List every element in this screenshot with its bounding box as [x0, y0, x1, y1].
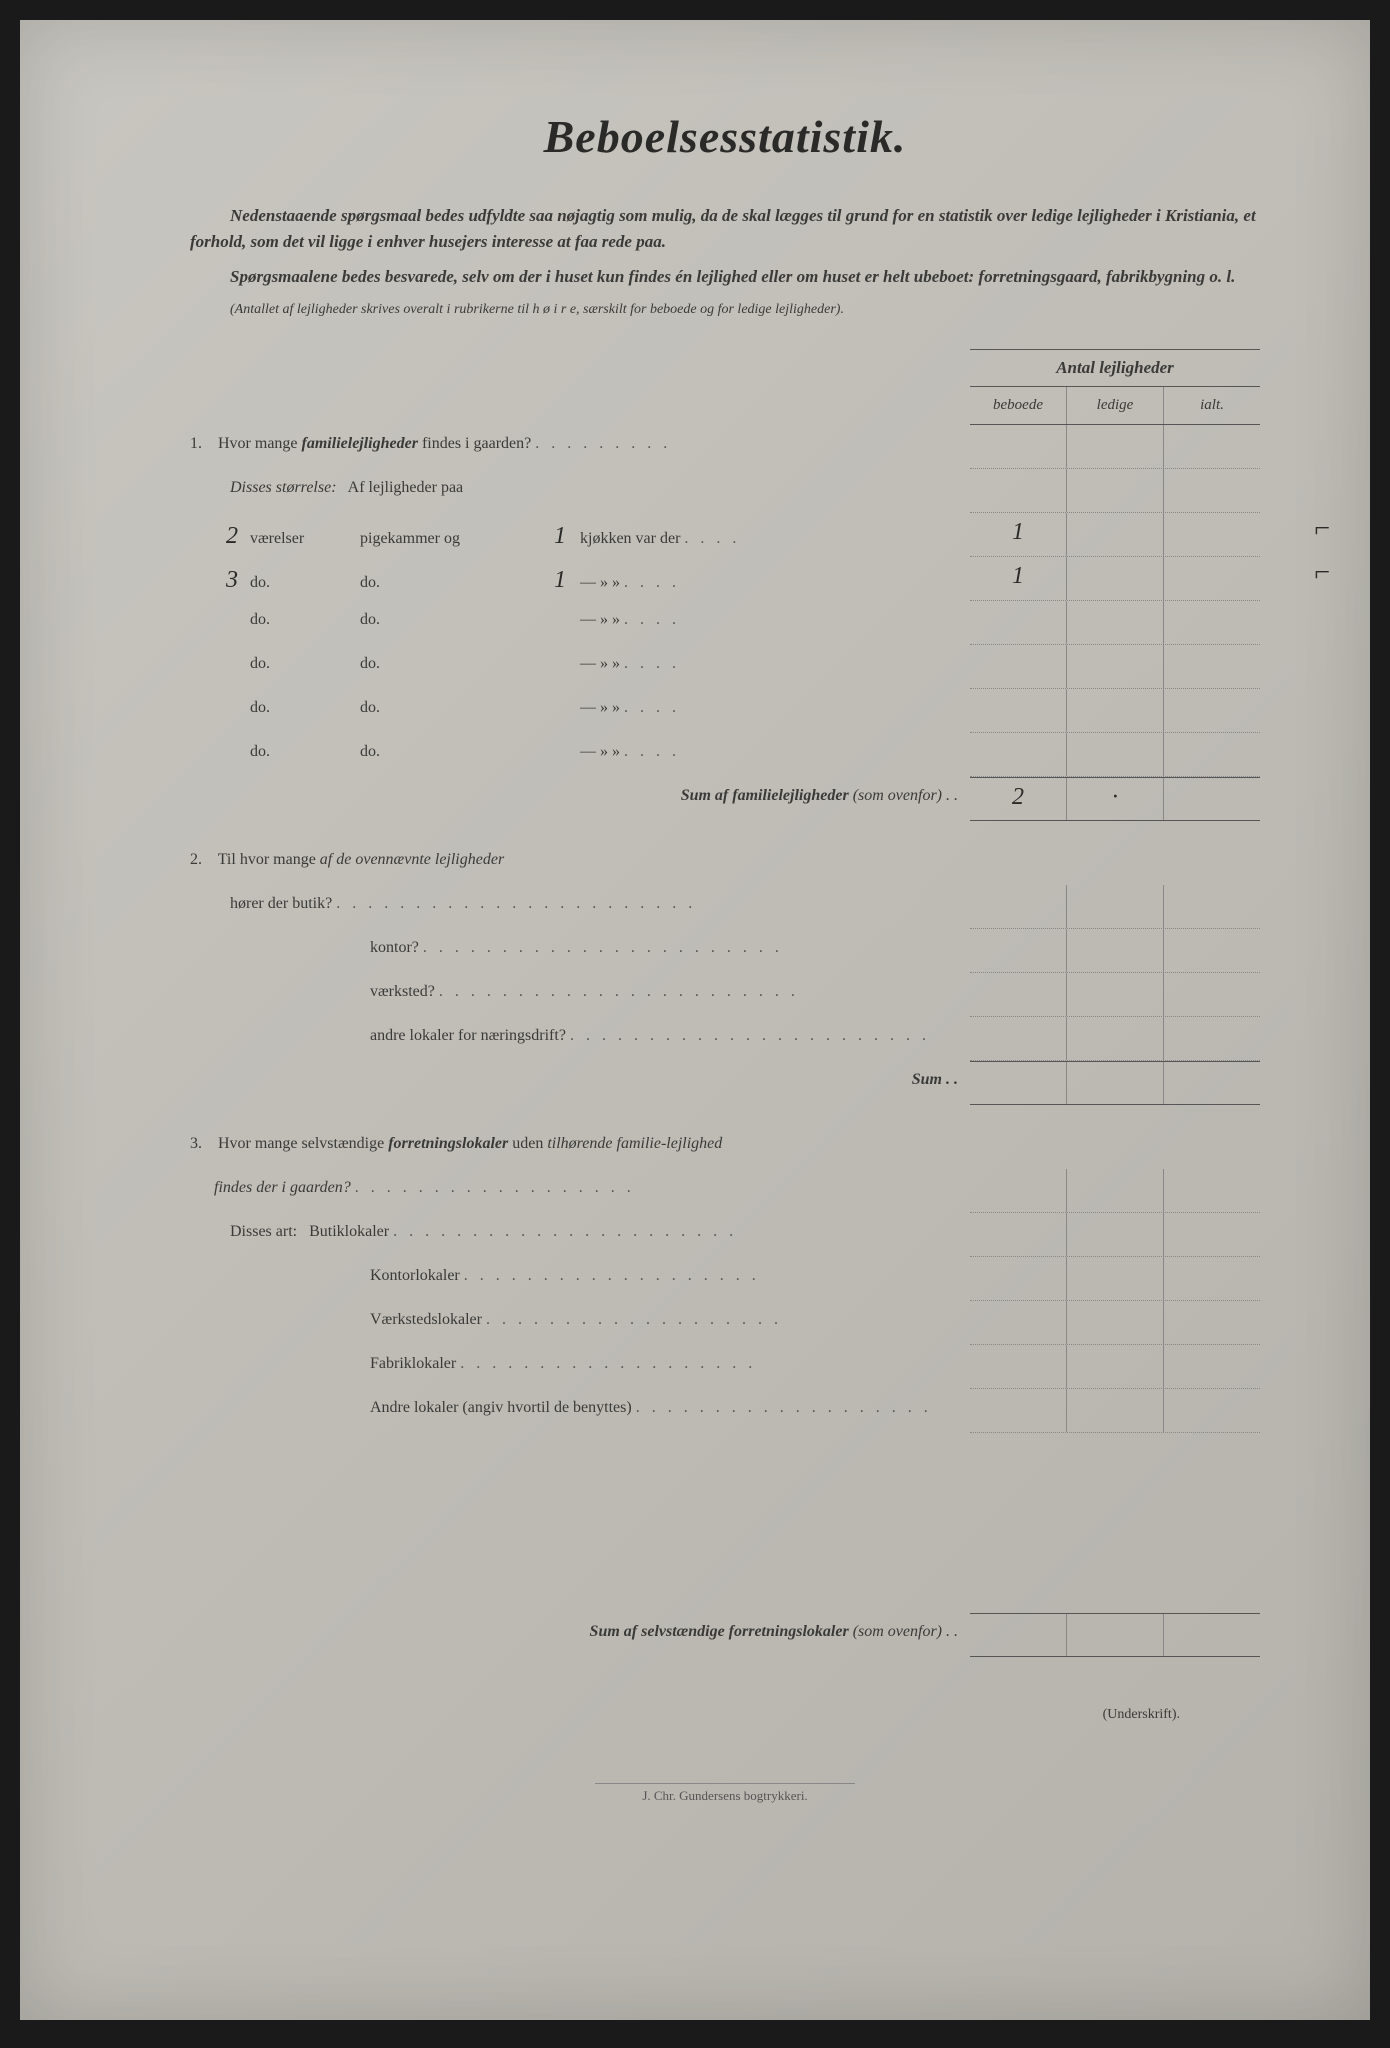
cell-beboede: 1 — [970, 557, 1066, 600]
page-title: Beboelsesstatistik. — [190, 110, 1260, 163]
pigekammer-count: 1 — [540, 567, 580, 594]
q3-line: Værkstedslokaler . . . . . . . . . . . .… — [190, 1301, 1260, 1345]
cell-ialt — [1163, 513, 1260, 556]
col-ledige: ledige — [1066, 387, 1163, 424]
sum-beboede: 2 — [970, 778, 1066, 820]
table-header: Antal lejligheder — [190, 349, 1260, 387]
q2-line: andre lokaler for næringsdrift? . . . . … — [190, 1017, 1260, 1061]
cell-beboede — [970, 733, 1066, 776]
sum-ialt — [1163, 778, 1260, 820]
cell-ialt — [1163, 557, 1260, 600]
q3-sum: Sum af selvstændige forretningslokaler (… — [190, 1613, 1260, 1657]
cell-beboede — [970, 645, 1066, 688]
document-page: Beboelsesstatistik. Nedenstaaende spørgs… — [20, 20, 1370, 2020]
q1-detail-row: 2 værelser pigekammer og 1 kjøkken var d… — [190, 513, 1260, 557]
cell — [970, 425, 1066, 468]
q2-line: kontor? . . . . . . . . . . . . . . . . … — [190, 929, 1260, 973]
cell-ialt — [1163, 645, 1260, 688]
cell — [1163, 425, 1260, 468]
rooms-count: 2 — [190, 523, 250, 550]
rooms-count: 3 — [190, 567, 250, 594]
cell-ledige — [1066, 689, 1163, 732]
q3-line: Fabriklokaler . . . . . . . . . . . . . … — [190, 1345, 1260, 1389]
cell-ledige — [1066, 557, 1163, 600]
q1-detail-row: do. do. — » » . . . . — [190, 645, 1260, 689]
intro-paragraph-3: (Antallet af lejligheder skrives overalt… — [190, 300, 1260, 320]
q1-detail-row: do. do. — » » . . . . — [190, 733, 1260, 777]
q1-detail-row: do. do. — » » . . . . — [190, 601, 1260, 645]
cell-beboede — [970, 689, 1066, 732]
cell-ledige — [1066, 601, 1163, 644]
col-ialt: ialt. — [1163, 387, 1260, 424]
question-3: 3. Hvor mange selvstændige forretningslo… — [190, 1125, 1260, 1169]
printer-credit: J. Chr. Gundersens bogtrykkeri. — [595, 1783, 855, 1804]
pigekammer-count: 1 — [540, 523, 580, 550]
header-main: Antal lejligheder — [970, 349, 1260, 387]
cell-ialt — [1163, 733, 1260, 776]
q1-sum: Sum af familielejligheder (som ovenfor) … — [190, 777, 1260, 821]
cell-beboede: 1 — [970, 513, 1066, 556]
q3-cont: findes der i gaarden? . . . . . . . . . … — [190, 1169, 1260, 1213]
margin-mark: ⌐ — [1314, 557, 1330, 589]
q3-sub: Disses art: Butiklokaler . . . . . . . .… — [190, 1213, 1260, 1257]
cell-beboede — [970, 601, 1066, 644]
cell-ledige — [1066, 645, 1163, 688]
cell-ledige — [1066, 513, 1163, 556]
sum-ledige: · — [1066, 778, 1163, 820]
signature-label: (Underskrift). — [190, 1707, 1260, 1723]
table-subheader: beboede ledige ialt. — [190, 387, 1260, 425]
q2-sum: Sum . . — [190, 1061, 1260, 1105]
margin-mark: ⌐ — [1314, 513, 1330, 545]
q2-line: værksted? . . . . . . . . . . . . . . . … — [190, 973, 1260, 1017]
q3-line: Andre lokaler (angiv hvortil de benyttes… — [190, 1389, 1260, 1433]
q2-line: hører der butik? . . . . . . . . . . . .… — [190, 885, 1260, 929]
intro-paragraph-1: Nedenstaaende spørgsmaal bedes udfyldte … — [190, 203, 1260, 254]
cell-ledige — [1066, 733, 1163, 776]
cell-ialt — [1163, 689, 1260, 732]
question-2: 2. Til hvor mange af de ovennævnte lejli… — [190, 841, 1260, 885]
cell — [1066, 425, 1163, 468]
q1-detail-row: 3 do. do. 1 — » » . . . . 1 ⌐ — [190, 557, 1260, 601]
col-beboede: beboede — [970, 387, 1066, 424]
intro-paragraph-2: Spørgsmaalene bedes besvarede, selv om d… — [190, 264, 1260, 290]
q1-detail-row: do. do. — » » . . . . — [190, 689, 1260, 733]
q3-line: Kontorlokaler . . . . . . . . . . . . . … — [190, 1257, 1260, 1301]
question-1: 1. Hvor mange familielejligheder findes … — [190, 425, 1260, 469]
q1-sub: Disses størrelse: Af lejligheder paa — [190, 469, 1260, 513]
cell-ialt — [1163, 601, 1260, 644]
